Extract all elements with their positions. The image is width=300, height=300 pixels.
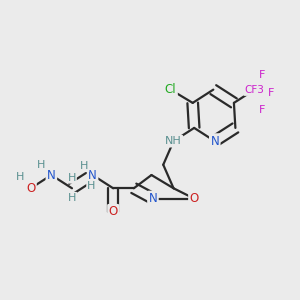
Text: N: N bbox=[148, 192, 157, 205]
Text: F: F bbox=[268, 88, 274, 98]
Text: N: N bbox=[88, 169, 97, 182]
Text: F: F bbox=[259, 70, 265, 80]
Text: F: F bbox=[259, 105, 265, 115]
Text: Cl: Cl bbox=[165, 83, 176, 96]
Text: N: N bbox=[210, 135, 219, 148]
Text: H: H bbox=[37, 160, 45, 170]
Text: H: H bbox=[87, 181, 95, 191]
Text: CF3: CF3 bbox=[244, 85, 265, 94]
Text: H: H bbox=[68, 173, 76, 183]
Text: O: O bbox=[109, 205, 118, 218]
Text: H: H bbox=[80, 161, 88, 171]
Text: NH: NH bbox=[165, 136, 182, 146]
Text: H: H bbox=[68, 193, 76, 203]
Text: H: H bbox=[16, 172, 25, 182]
Text: N: N bbox=[47, 169, 56, 182]
Text: O: O bbox=[190, 192, 199, 205]
Text: O: O bbox=[26, 182, 35, 195]
